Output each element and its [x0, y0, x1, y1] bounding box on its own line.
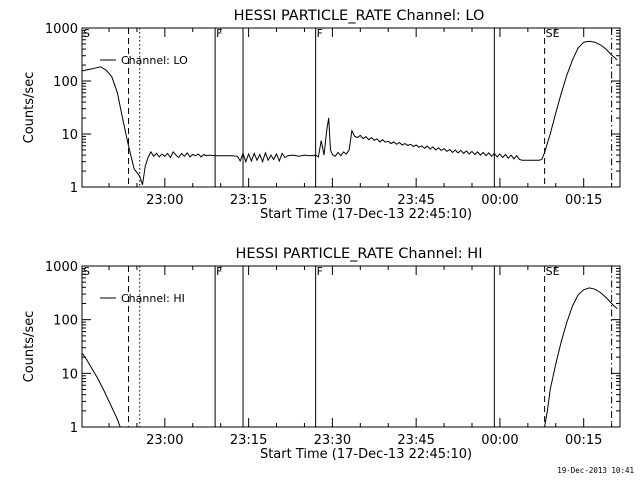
- y-tick-label: 1: [70, 421, 78, 436]
- region-label: SE: [546, 27, 560, 40]
- legend-label: Channel: LO: [121, 54, 188, 67]
- region-label: F: [216, 265, 222, 278]
- x-tick-label: 23:00: [146, 193, 183, 208]
- y-axis-label: Counts/sec: [22, 311, 37, 383]
- region-label: F: [317, 265, 323, 278]
- x-tick-label: 23:30: [314, 433, 351, 448]
- series-line: [544, 287, 618, 428]
- x-tick-label: 23:15: [230, 433, 267, 448]
- plot-frame: [81, 265, 621, 428]
- y-tick-label: 1: [70, 181, 78, 196]
- legend-label: Channel: HI: [121, 292, 185, 305]
- x-axis-label: Start Time (17-Dec-13 22:45:10): [260, 447, 472, 462]
- x-tick-label: 00:00: [481, 193, 518, 208]
- region-label: S: [83, 27, 90, 40]
- plot-frame: [81, 27, 621, 188]
- chart-title: HESSI PARTICLE_RATE Channel: HI: [236, 246, 483, 262]
- chart-title: HESSI PARTICLE_RATE Channel: LO: [234, 8, 485, 24]
- timestamp-footer: 19-Dec-2013 10:41: [557, 466, 634, 475]
- x-tick-label: 00:15: [565, 433, 602, 448]
- series-line: [81, 40, 618, 185]
- region-label: S: [83, 265, 90, 278]
- x-tick-label: 23:30: [314, 193, 351, 208]
- region-label: SE: [546, 265, 560, 278]
- x-tick-label: 23:00: [146, 433, 183, 448]
- x-tick-label: 23:15: [230, 193, 267, 208]
- x-tick-label: 23:45: [397, 193, 434, 208]
- region-label: F: [317, 27, 323, 40]
- region-label: F: [216, 27, 222, 40]
- series-line: [81, 352, 121, 428]
- y-tick-label: 1000: [45, 260, 78, 275]
- y-axis-label: Counts/sec: [22, 72, 37, 144]
- x-axis-label: Start Time (17-Dec-13 22:45:10): [260, 207, 472, 222]
- y-tick-label: 1000: [45, 22, 78, 37]
- y-tick-label: 100: [53, 75, 78, 90]
- x-tick-label: 23:45: [397, 433, 434, 448]
- y-tick-label: 100: [53, 314, 78, 329]
- y-tick-label: 10: [61, 128, 78, 143]
- x-tick-label: 00:00: [481, 433, 518, 448]
- y-tick-label: 10: [61, 367, 78, 382]
- x-tick-label: 00:15: [565, 193, 602, 208]
